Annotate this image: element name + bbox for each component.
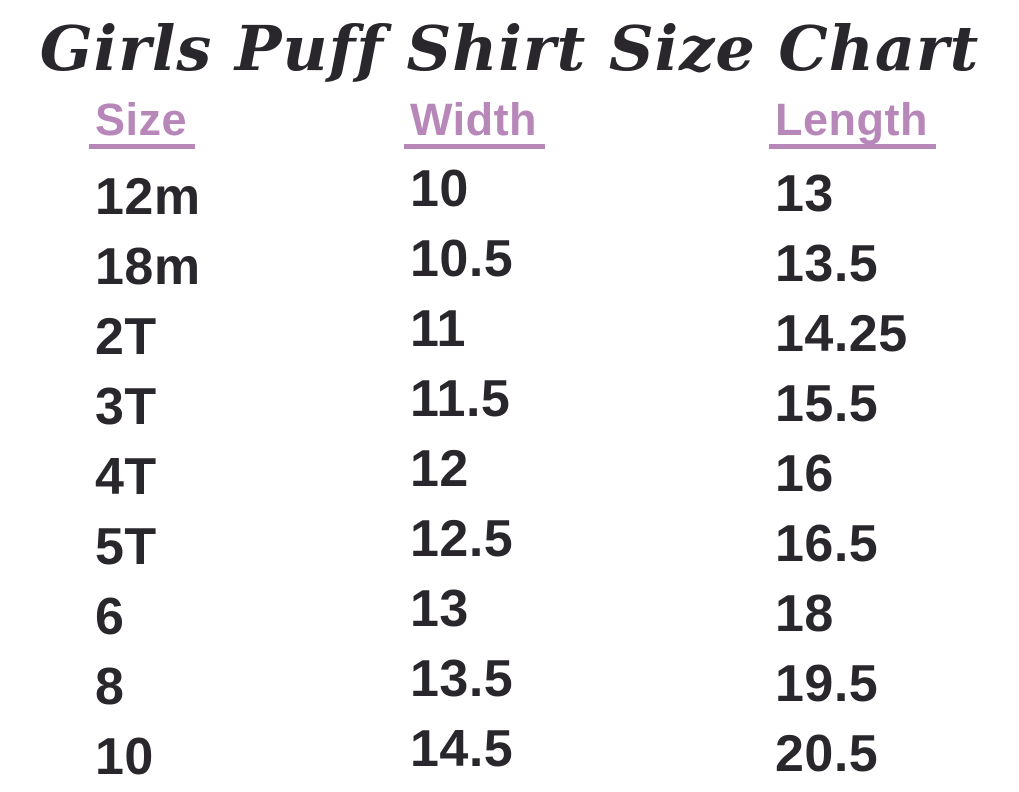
- length-value-row4: 15.5: [775, 375, 879, 433]
- size-value-row7: 6: [95, 588, 125, 646]
- chart-title: Girls Puff Shirt Size Chart: [39, 12, 980, 85]
- width-value-row8: 13.5: [410, 650, 514, 708]
- length-value-row5: 16: [775, 445, 834, 503]
- size-chart-table: Size 12m 18m 2T 3T 4T 5T 6 8 10 Width 10…: [0, 97, 1019, 792]
- column-header-width-label: Width: [404, 97, 546, 149]
- size-value-row8: 8: [95, 658, 125, 716]
- size-value-row2: 18m: [95, 238, 201, 296]
- column-header-width: Width: [404, 97, 775, 150]
- length-value-row2: 13.5: [775, 235, 879, 293]
- length-value-row1: 13: [775, 165, 834, 223]
- width-value-row9: 14.5: [410, 720, 514, 778]
- column-width: Width 10 10.5 11 11.5 12 12.5 13 13.5 14…: [404, 97, 775, 792]
- width-value-row4: 11.5: [410, 370, 511, 428]
- length-value-row3: 14.25: [775, 305, 908, 363]
- length-values: 13 13.5 14.25 15.5 16 16.5 18 19.5 20.5: [775, 159, 1019, 789]
- width-value-row3: 11: [410, 300, 466, 358]
- length-value-row6: 16.5: [775, 515, 879, 573]
- width-value-row2: 10.5: [410, 230, 514, 288]
- length-value-row8: 19.5: [775, 655, 879, 713]
- size-value-row3: 2T: [95, 308, 157, 366]
- length-value-row9: 20.5: [775, 725, 879, 783]
- size-values: 12m 18m 2T 3T 4T 5T 6 8 10: [95, 162, 410, 792]
- column-size: Size 12m 18m 2T 3T 4T 5T 6 8 10: [89, 97, 410, 792]
- length-value-row7: 18: [775, 585, 834, 643]
- width-value-row5: 12: [410, 440, 469, 498]
- width-values: 10 10.5 11 11.5 12 12.5 13 13.5 14.5: [410, 154, 775, 784]
- size-value-row6: 5T: [95, 518, 157, 576]
- size-value-row1: 12m: [95, 168, 201, 226]
- width-value-row6: 12.5: [410, 510, 514, 568]
- column-header-size-label: Size: [89, 97, 196, 149]
- width-value-row7: 13: [410, 580, 469, 638]
- column-header-length-label: Length: [769, 97, 936, 149]
- size-value-row4: 3T: [95, 378, 157, 436]
- column-header-size: Size: [89, 97, 410, 150]
- size-value-row9: 10: [95, 728, 154, 786]
- column-length: Length 13 13.5 14.25 15.5 16 16.5 18 19.…: [769, 97, 1019, 792]
- width-value-row1: 10: [410, 160, 469, 218]
- column-header-length: Length: [769, 97, 1019, 150]
- size-value-row5: 4T: [95, 448, 157, 506]
